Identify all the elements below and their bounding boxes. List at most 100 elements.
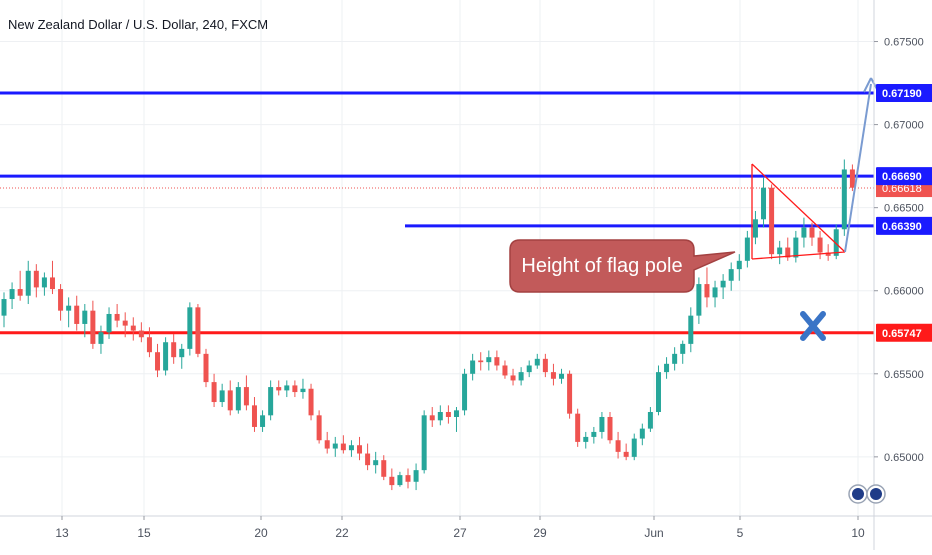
candle-body bbox=[777, 247, 783, 255]
candle-body bbox=[235, 387, 241, 411]
candle-body bbox=[413, 470, 419, 482]
candle-body bbox=[761, 187, 767, 220]
candle-body bbox=[397, 475, 403, 486]
candle-body bbox=[1, 299, 7, 316]
candle-body bbox=[486, 357, 492, 363]
flag-upper-line bbox=[751, 163, 846, 253]
candle-body bbox=[203, 353, 209, 383]
candle-body bbox=[211, 382, 217, 403]
time-tick-label: 13 bbox=[55, 526, 69, 540]
candle-body bbox=[583, 436, 589, 442]
candle-body bbox=[688, 315, 694, 344]
candle-body bbox=[179, 348, 185, 358]
time-tick-label: 27 bbox=[453, 526, 467, 540]
price-tick-label: 0.65500 bbox=[884, 369, 924, 381]
candle-body bbox=[647, 412, 653, 429]
candle-body bbox=[9, 289, 15, 300]
price-tick-label: 0.67500 bbox=[884, 37, 924, 49]
candle-body bbox=[227, 390, 233, 411]
candle-body bbox=[25, 270, 31, 296]
candle-body bbox=[470, 360, 476, 374]
candle-body bbox=[437, 412, 443, 421]
candle-body bbox=[82, 310, 88, 324]
candle-body bbox=[421, 415, 427, 471]
candle-body bbox=[825, 252, 831, 256]
candle-body bbox=[365, 453, 371, 466]
candle-body bbox=[841, 169, 847, 230]
level-price-badge bbox=[876, 167, 932, 186]
candle-body bbox=[114, 313, 120, 321]
candle-body bbox=[575, 413, 581, 442]
candle-body bbox=[502, 365, 508, 376]
candle-body bbox=[332, 443, 338, 449]
candle-body bbox=[680, 343, 686, 354]
candle-body bbox=[518, 372, 524, 381]
candle-body bbox=[801, 227, 807, 238]
candle-body bbox=[373, 460, 379, 466]
candle-body bbox=[591, 431, 597, 437]
level-price-label: 0.67190 bbox=[882, 88, 922, 100]
annotation-callout bbox=[509, 239, 736, 293]
candle-body bbox=[559, 373, 565, 379]
candle-body bbox=[195, 307, 201, 354]
candle-body bbox=[260, 415, 266, 427]
candle-body bbox=[130, 325, 136, 331]
candle-body bbox=[41, 277, 47, 288]
candle-body bbox=[720, 280, 726, 288]
price-tick-label: 0.65000 bbox=[884, 452, 924, 464]
candle-body bbox=[696, 284, 702, 316]
candle-body bbox=[534, 358, 540, 366]
candle-body bbox=[171, 342, 177, 358]
price-tick-label: 0.67000 bbox=[884, 120, 924, 132]
price-tick-label: 0.66500 bbox=[884, 203, 924, 215]
candle-body bbox=[615, 440, 621, 452]
candle-body bbox=[340, 443, 346, 451]
candle-body bbox=[98, 332, 104, 344]
candle-body bbox=[243, 387, 249, 406]
chart-title: New Zealand Dollar / U.S. Dollar, 240, F… bbox=[8, 17, 269, 32]
level-price-badge bbox=[876, 323, 932, 342]
time-tick-label: 5 bbox=[737, 526, 744, 540]
candle-body bbox=[494, 357, 500, 366]
cross-marker-icon bbox=[800, 311, 826, 341]
level-price-badge bbox=[876, 216, 932, 235]
target-arrow-line bbox=[844, 83, 872, 253]
candle-body bbox=[389, 476, 395, 486]
level-price-label: 0.66390 bbox=[882, 221, 922, 233]
candle-body bbox=[728, 269, 734, 281]
candle-body bbox=[138, 330, 144, 338]
candle-body bbox=[324, 440, 330, 449]
candle-body bbox=[712, 287, 718, 298]
candle-body bbox=[478, 360, 484, 363]
time-tick-label: 29 bbox=[533, 526, 547, 540]
time-tick-label: 22 bbox=[335, 526, 349, 540]
level-price-badge bbox=[876, 84, 932, 103]
time-tick-label: 15 bbox=[137, 526, 151, 540]
candle-body bbox=[655, 372, 661, 412]
candle-body bbox=[607, 416, 613, 441]
candle-body bbox=[308, 388, 314, 416]
candle-body bbox=[405, 475, 411, 482]
candle-body bbox=[251, 405, 257, 427]
candle-body bbox=[462, 373, 468, 411]
candle-body bbox=[567, 373, 573, 414]
candle-body bbox=[785, 247, 791, 258]
candle-body bbox=[381, 460, 387, 477]
candle-body bbox=[292, 385, 298, 393]
candle-body bbox=[66, 305, 72, 311]
candle-body bbox=[809, 227, 815, 238]
candle-body bbox=[316, 415, 322, 441]
candle-body bbox=[599, 416, 605, 432]
candle-body bbox=[704, 284, 710, 298]
candle-body bbox=[187, 307, 193, 349]
candle-body bbox=[276, 387, 282, 391]
candle-body bbox=[49, 277, 55, 290]
event-flag-dot bbox=[870, 488, 882, 500]
candle-body bbox=[623, 451, 629, 457]
candle-body bbox=[664, 363, 670, 373]
candle-body bbox=[155, 352, 161, 371]
candle-body bbox=[833, 229, 839, 256]
event-flag-dot bbox=[852, 488, 864, 500]
